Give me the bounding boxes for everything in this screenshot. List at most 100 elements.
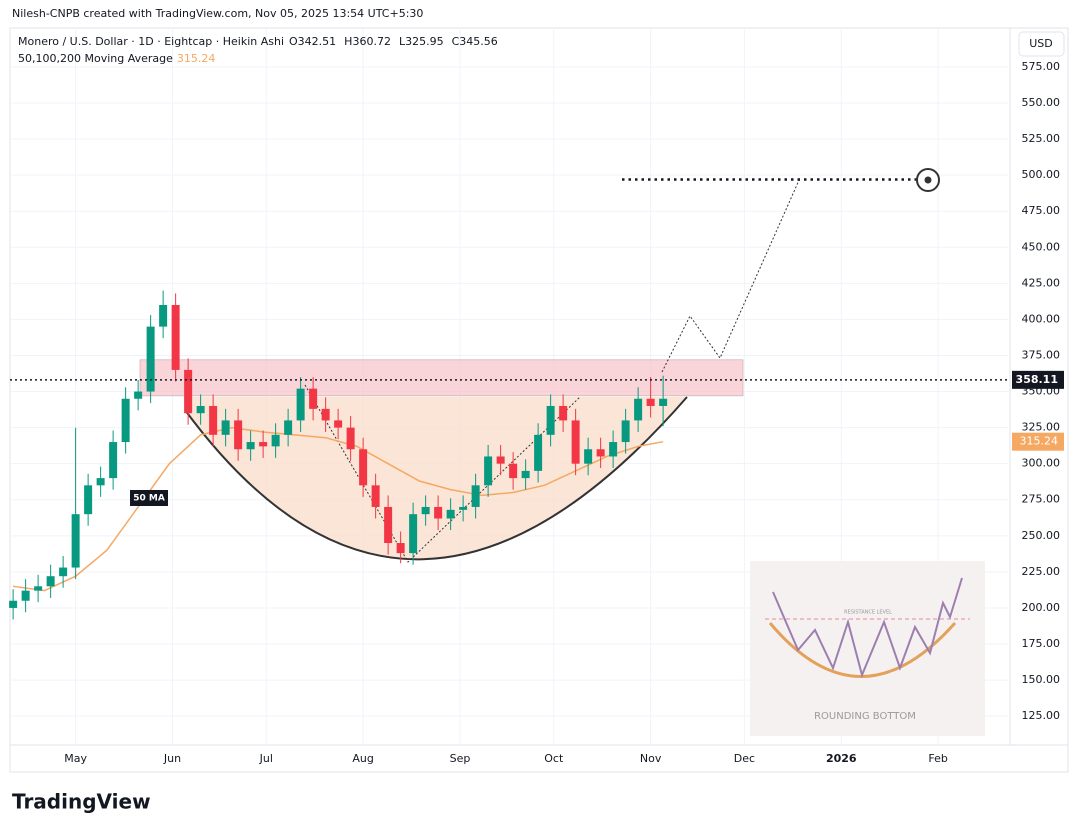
ohlc-value: 342.51 bbox=[298, 35, 337, 48]
x-tick-label: Jun bbox=[163, 752, 181, 765]
inset-level-label: RESISTANCE LEVEL bbox=[844, 610, 892, 616]
candle-body bbox=[621, 420, 630, 443]
candle-body bbox=[446, 509, 455, 519]
resistance-zone bbox=[139, 359, 744, 397]
ma-label: 315.24 bbox=[1020, 435, 1059, 448]
symbol: Monero / U.S. Dollar · 1D · Eightcap · H… bbox=[18, 35, 284, 48]
frame bbox=[9, 27, 1069, 773]
candle-body bbox=[596, 449, 605, 457]
inset-bg bbox=[750, 561, 985, 736]
candle-body bbox=[321, 408, 330, 421]
byline: Nilesh-CNPB created with TradingView.com… bbox=[12, 7, 423, 20]
candle-body bbox=[434, 506, 443, 519]
candle-body bbox=[221, 420, 230, 435]
y-tick-label: 475.00 bbox=[1022, 204, 1061, 217]
y-tick-label: 200.00 bbox=[1022, 601, 1061, 614]
candle-body bbox=[259, 442, 268, 447]
candle-body bbox=[309, 388, 318, 409]
price-label: 358.11 bbox=[1016, 373, 1058, 386]
candle-body bbox=[134, 391, 143, 399]
y-tick-label: 400.00 bbox=[1022, 312, 1061, 325]
y-tick-label: 225.00 bbox=[1022, 565, 1061, 578]
candle-body bbox=[584, 449, 593, 464]
ohlc-key: L bbox=[399, 35, 406, 48]
y-tick-label: 300.00 bbox=[1022, 457, 1061, 470]
candle-body bbox=[659, 398, 668, 406]
candle-body bbox=[496, 456, 505, 464]
candle-body bbox=[59, 567, 68, 577]
candle-body bbox=[459, 506, 468, 510]
candle-body bbox=[484, 456, 493, 486]
candle-body bbox=[271, 434, 280, 447]
candle-body bbox=[609, 442, 618, 457]
candle-body bbox=[334, 420, 343, 428]
x-tick-label: May bbox=[64, 752, 87, 765]
candle-body bbox=[209, 405, 218, 435]
x-tick-label: Dec bbox=[734, 752, 755, 765]
candle-body bbox=[359, 449, 368, 486]
candle-body bbox=[9, 600, 18, 608]
candle-body bbox=[409, 514, 418, 554]
candle-body bbox=[171, 304, 180, 370]
candle-body bbox=[534, 434, 543, 471]
candle-body bbox=[234, 420, 243, 450]
candle-body bbox=[546, 405, 555, 435]
projection-path bbox=[661, 177, 801, 373]
ohlc-value: 325.95 bbox=[405, 35, 444, 48]
candle-body bbox=[184, 369, 193, 414]
y-tick-label: 550.00 bbox=[1022, 96, 1061, 109]
y-tick-label: 375.00 bbox=[1022, 348, 1061, 361]
candle-body bbox=[159, 304, 168, 327]
logo: TradingView bbox=[12, 790, 151, 814]
bowl-curve bbox=[184, 396, 688, 561]
y-tick-label: 500.00 bbox=[1022, 168, 1061, 181]
y-tick-label: 175.00 bbox=[1022, 637, 1061, 650]
candle-body bbox=[284, 420, 293, 435]
ohlc-value: 360.72 bbox=[352, 35, 391, 48]
candle-body bbox=[371, 485, 380, 507]
y-tick-label: 125.00 bbox=[1022, 709, 1061, 722]
candle-body bbox=[96, 478, 105, 486]
candle-body bbox=[346, 427, 355, 450]
ohlc-key: C bbox=[452, 35, 460, 48]
candle-body bbox=[471, 485, 480, 507]
y-tick-label: 275.00 bbox=[1022, 493, 1061, 506]
x-tick-label: 2026 bbox=[826, 752, 857, 765]
x-tick-label: Aug bbox=[352, 752, 373, 765]
candle-body bbox=[246, 442, 255, 450]
candle-body bbox=[296, 388, 305, 421]
currency-button[interactable] bbox=[1018, 31, 1065, 57]
candle-body bbox=[146, 326, 155, 392]
candle-body bbox=[646, 398, 655, 406]
ohlc-key: O bbox=[289, 35, 298, 48]
y-tick-label: 250.00 bbox=[1022, 529, 1061, 542]
y-tick-label: 450.00 bbox=[1022, 240, 1061, 253]
x-tick-label: Sep bbox=[450, 752, 471, 765]
candle-body bbox=[421, 506, 430, 515]
inset: RESISTANCE LEVEL ROUNDING BOTTOM bbox=[750, 561, 985, 736]
candle-body bbox=[109, 442, 118, 479]
candle-body bbox=[384, 506, 393, 544]
currency[interactable]: USD bbox=[1029, 37, 1053, 50]
candle-body bbox=[71, 514, 80, 568]
candle-body bbox=[21, 590, 30, 601]
price-label-bg bbox=[1012, 370, 1064, 389]
candle-body bbox=[396, 543, 405, 554]
candle-body bbox=[196, 405, 205, 414]
candle-body bbox=[84, 485, 93, 515]
y-tick-label: 525.00 bbox=[1022, 132, 1061, 145]
ohlc-value: 345.56 bbox=[459, 35, 498, 48]
candle-body bbox=[521, 470, 530, 479]
candle-body bbox=[509, 463, 518, 479]
bowl-fill bbox=[185, 397, 687, 560]
candle-body bbox=[571, 420, 580, 464]
ma-line bbox=[13, 426, 664, 592]
target-dot bbox=[924, 176, 932, 184]
ma-tag-bg bbox=[130, 490, 168, 506]
pattern-line bbox=[304, 384, 581, 563]
inset-title: ROUNDING BOTTOM bbox=[814, 711, 916, 722]
y-tick-label: 425.00 bbox=[1022, 276, 1061, 289]
ma-label-bg bbox=[1012, 432, 1064, 451]
inset-zigzag bbox=[772, 577, 963, 679]
